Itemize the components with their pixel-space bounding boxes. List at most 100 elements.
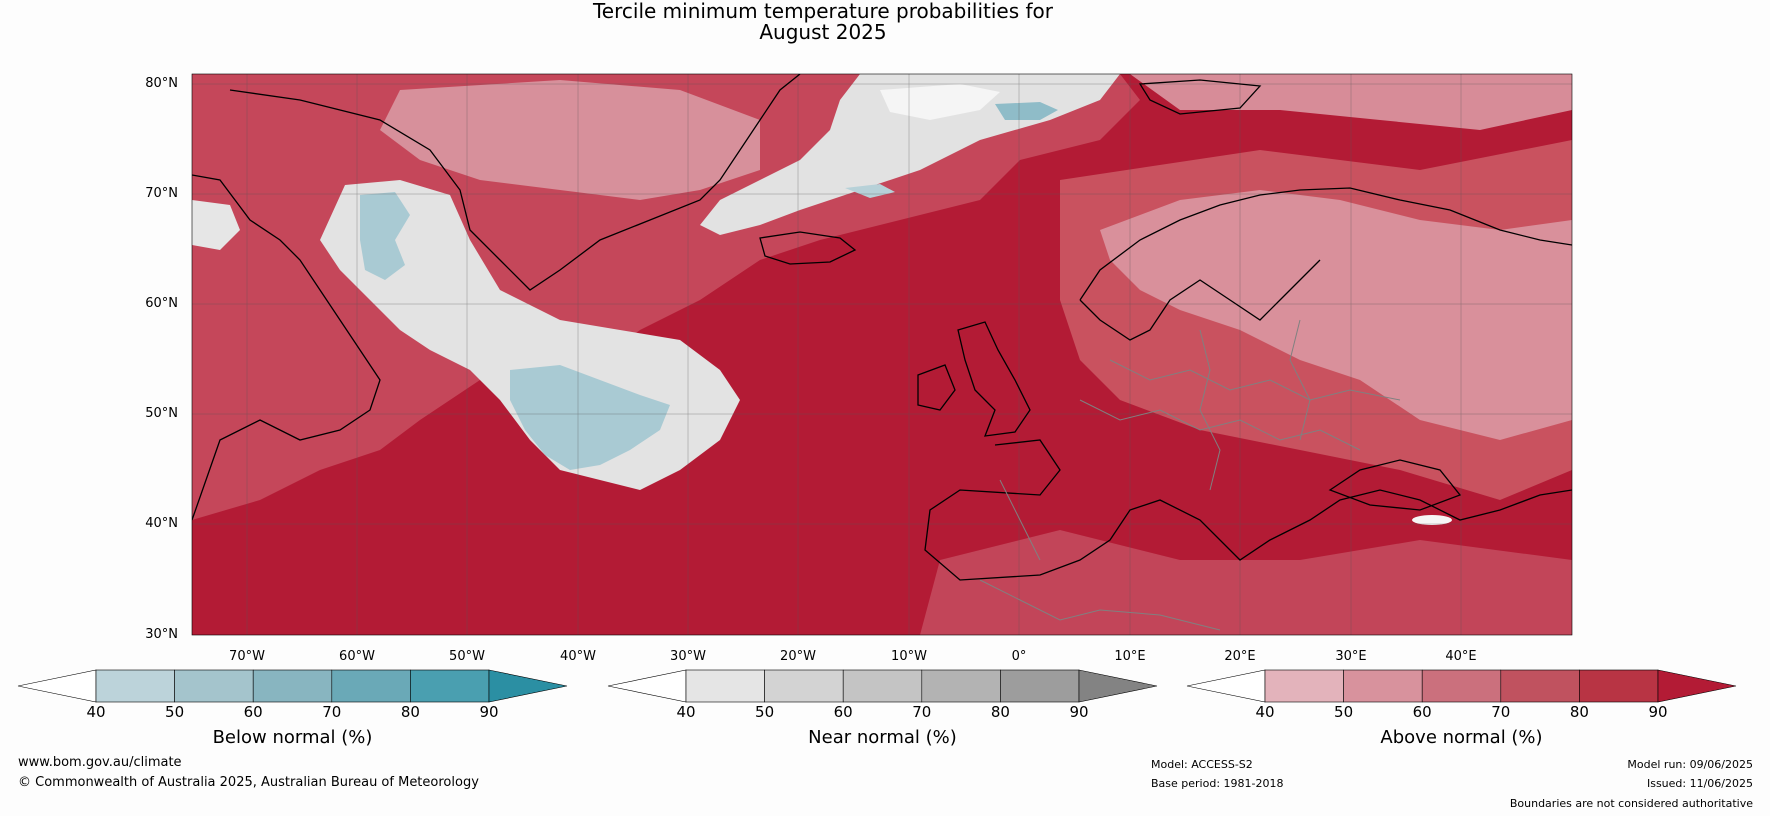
above-colorbar-segment	[1343, 669, 1423, 703]
below-colorbar-tick: 50	[165, 703, 185, 721]
below-colorbar-tick: 40	[86, 703, 106, 721]
coast-iceland	[759, 231, 857, 265]
above-colorbar-tick: 90	[1648, 703, 1668, 721]
lon-label-0: 0°	[1011, 649, 1027, 664]
coast-scandinavia-south	[1079, 259, 1321, 341]
gridlines	[192, 74, 1572, 635]
lon-label-30w: 30°W	[670, 649, 706, 664]
near-colorbar-tick: 90	[1069, 703, 1089, 721]
above-colorbar-tick: 70	[1491, 703, 1511, 721]
below-colorbar-tick: 90	[479, 703, 499, 721]
lon-label-40w: 40°W	[560, 649, 596, 664]
near-colorbar-low-extension	[607, 669, 687, 703]
near-normal-light-patch	[880, 84, 1000, 120]
lat-label-50n: 50°N	[145, 406, 178, 421]
above-colorbar-segment	[1500, 669, 1580, 703]
near-colorbar-segment	[921, 669, 1001, 703]
lon-label-20w: 20°W	[780, 649, 816, 664]
above-mid-region-north	[192, 74, 1140, 520]
below-colorbar-low-extension	[17, 669, 97, 703]
map-frame	[191, 73, 1573, 636]
lon-label-10w: 10°W	[891, 649, 927, 664]
above-colorbar-tick: 80	[1569, 703, 1589, 721]
footer-model: Model: ACCESS-S2	[1151, 758, 1253, 771]
coastlines	[192, 74, 1572, 581]
footer-copyright: © Commonwealth of Australia 2025, Austra…	[18, 775, 479, 790]
near-colorbar-segment	[1000, 669, 1080, 703]
below-colorbar-segment	[174, 669, 254, 703]
title-line-1: Tercile minimum temperature probabilitie…	[592, 0, 1054, 23]
below-colorbar-tick: 80	[400, 703, 420, 721]
near-colorbar-tick: 60	[833, 703, 853, 721]
lon-label-50w: 50°W	[449, 649, 485, 664]
near-normal-region-baffin	[192, 200, 240, 250]
near-colorbar-tick: 50	[755, 703, 775, 721]
coast-britain	[957, 321, 1031, 437]
near-colorbar-title: Near normal (%)	[808, 727, 957, 748]
coast-scandinavia	[1079, 187, 1572, 301]
lon-label-60w: 60°W	[339, 649, 375, 664]
lat-label-80n: 80°N	[145, 76, 178, 91]
lon-label-40e: 40°E	[1445, 649, 1477, 664]
above-colorbar	[1186, 669, 1737, 703]
near-colorbar-segment	[842, 669, 923, 703]
lon-label-10e: 10°E	[1114, 649, 1146, 664]
above-colorbar-tick: 50	[1334, 703, 1354, 721]
footer-issued: Issued: 11/06/2025	[1646, 777, 1753, 790]
coast-svalbard	[1138, 79, 1262, 115]
lon-label-30e: 30°E	[1335, 649, 1367, 664]
above-colorbar-title: Above normal (%)	[1380, 727, 1543, 748]
title-line-2: August 2025	[759, 20, 887, 44]
below-normal-region-atlantic	[510, 365, 670, 470]
above-colorbar-segment	[1264, 669, 1344, 703]
below-normal-region-greenland-sea	[995, 102, 1058, 120]
lat-label-70n: 70°N	[145, 186, 178, 201]
footer-website: www.bom.gov.au/climate	[18, 755, 182, 770]
map-field	[192, 74, 1572, 635]
below-normal-region-labrador	[360, 192, 410, 280]
footer-base-period: Base period: 1981-2018	[1151, 777, 1284, 790]
coast-black-sea	[1328, 459, 1462, 511]
near-colorbar-high-extension	[1078, 669, 1158, 703]
below-colorbar-segment	[331, 669, 411, 703]
above-colorbar-segment	[1579, 669, 1659, 703]
above-colorbar-segment	[1421, 669, 1502, 703]
lat-label-40n: 40°N	[145, 516, 178, 531]
near-colorbar-tick: 80	[990, 703, 1010, 721]
below-colorbar-tick: 60	[243, 703, 263, 721]
coast-canada	[192, 174, 381, 521]
below-colorbar-segment	[95, 669, 175, 703]
near-colorbar-segment	[764, 669, 844, 703]
lat-label-60n: 60°N	[145, 296, 178, 311]
lat-label-30n: 30°N	[145, 627, 178, 642]
coast-ireland	[917, 364, 956, 411]
below-normal-region-denmark-strait	[845, 184, 895, 198]
footer-disclaimer: Boundaries are not considered authoritat…	[1509, 797, 1753, 810]
below-colorbar-segment	[252, 669, 333, 703]
near-colorbar-segment	[685, 669, 765, 703]
below-colorbar-title: Below normal (%)	[212, 727, 373, 748]
above-colorbar-low-extension	[1186, 669, 1266, 703]
below-colorbar	[17, 669, 568, 703]
country-borders	[979, 319, 1401, 631]
near-colorbar-tick: 70	[912, 703, 932, 721]
below-colorbar-segment	[410, 669, 490, 703]
near-normal-spot-black-sea	[1412, 515, 1452, 525]
above-light-region-northatlantic	[380, 80, 760, 200]
near-colorbar-tick: 40	[676, 703, 696, 721]
above-colorbar-tick: 60	[1412, 703, 1432, 721]
above-mid-region-africa	[920, 530, 1572, 635]
above-colorbar-high-extension	[1657, 669, 1737, 703]
below-colorbar-tick: 70	[322, 703, 342, 721]
near-colorbar	[607, 669, 1158, 703]
footer-model-run: Model run: 09/06/2025	[1627, 758, 1753, 771]
above-light-region-scandinavia	[1100, 190, 1572, 440]
coast-europe	[924, 439, 1572, 581]
lon-label-70w: 70°W	[229, 649, 265, 664]
lon-label-20e: 20°E	[1224, 649, 1256, 664]
below-colorbar-high-extension	[488, 669, 568, 703]
above-colorbar-tick: 40	[1255, 703, 1275, 721]
coast-greenland	[229, 74, 801, 291]
